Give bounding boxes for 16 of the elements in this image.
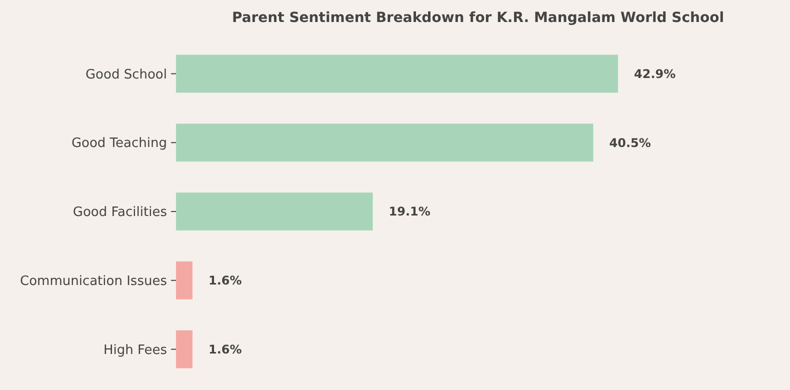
bar [176,261,192,300]
bar [176,124,594,162]
y-tick-label: Communication Issues [20,274,168,289]
y-tick-label: High Fees [103,342,168,358]
bar [176,330,192,368]
bar [176,192,373,230]
y-tick-label: Good Teaching [71,136,167,152]
y-tick-label: Good Facilities [72,205,168,220]
data-label: 1.6% [208,342,242,356]
chart-title: Parent Sentiment Breakdown for K.R. Mangalam World School [232,10,724,26]
bar [176,54,618,93]
y-tick-label: Good School [85,67,167,82]
data-label: 40.5% [609,136,651,150]
data-label: 1.6% [208,274,242,288]
data-label: 42.9% [634,66,676,81]
data-label: 19.1% [388,204,430,219]
